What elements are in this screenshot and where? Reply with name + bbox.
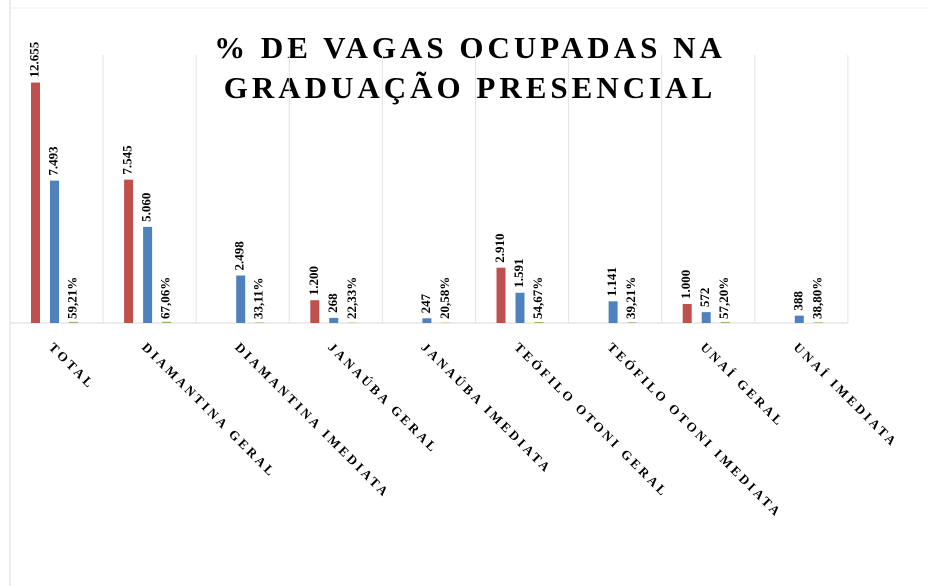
bar [162, 321, 172, 323]
bar [813, 322, 823, 323]
bar [50, 180, 59, 323]
data-label: 1.200 [306, 266, 321, 295]
data-label: 59,21% [64, 277, 79, 319]
chart-title: % DE VAGAS OCUPADAS NA [214, 30, 726, 65]
bar [255, 322, 265, 323]
chart-title: GRADUAÇÃO PRESENCIAL [224, 70, 717, 105]
bar [515, 292, 525, 323]
data-label: 7.545 [120, 145, 135, 175]
data-label: 247 [418, 293, 433, 313]
data-label: 1.000 [678, 270, 693, 299]
bar [329, 317, 339, 323]
data-label: 388 [790, 291, 805, 311]
bar [124, 179, 134, 323]
bar [534, 321, 544, 323]
data-label: 67,06% [158, 277, 173, 319]
data-label: 7.493 [45, 146, 60, 176]
bar [608, 301, 618, 323]
data-label: 5.060 [139, 193, 154, 222]
data-label: 22,33% [344, 277, 359, 319]
data-label: 38,80% [809, 277, 824, 319]
bar [69, 321, 78, 323]
bar [422, 318, 432, 323]
bar [701, 312, 711, 323]
data-label: 2.498 [232, 241, 247, 271]
data-label: 54,67% [530, 277, 545, 319]
bar [31, 82, 40, 324]
bar [627, 322, 637, 323]
data-label: 33,11% [251, 277, 266, 319]
data-label: 1.141 [604, 267, 619, 296]
bar [794, 315, 804, 323]
data-label: 268 [325, 293, 340, 313]
bar [143, 226, 153, 323]
bar [310, 300, 320, 323]
bar [236, 275, 246, 323]
data-label: 572 [697, 288, 712, 308]
data-label: 57,20% [716, 277, 731, 319]
data-label: 1.591 [511, 259, 526, 288]
data-label: 39,21% [623, 277, 638, 319]
bar [496, 267, 506, 323]
data-label: 20,58% [437, 277, 452, 319]
bar [682, 304, 692, 323]
data-label: 12.655 [26, 41, 41, 77]
data-label: 2.910 [492, 233, 507, 262]
bar [720, 321, 730, 323]
